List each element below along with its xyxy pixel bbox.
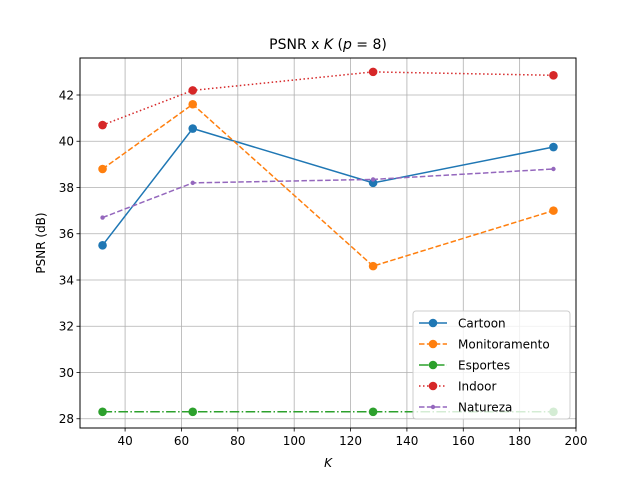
legend-label-indoor: Indoor xyxy=(458,379,496,393)
series-natureza xyxy=(100,166,556,220)
legend-label-esportes: Esportes xyxy=(458,358,510,372)
x-tick-label: 60 xyxy=(174,434,189,448)
data-point-natureza xyxy=(100,215,105,220)
data-point-indoor xyxy=(368,67,378,77)
legend-box xyxy=(412,310,571,420)
legend-marker-natureza xyxy=(430,404,436,410)
x-tick-label: 180 xyxy=(508,434,531,448)
data-point-cartoon xyxy=(549,142,558,152)
ticks: 40 60 80 100 120 140 160 180 200 28 30 32 34 36 38 40 42 xyxy=(59,88,588,448)
x-axis-label: K xyxy=(324,456,333,470)
y-axis-label: PSNR (dB) xyxy=(34,212,48,273)
legend-item-esportes: Esportes xyxy=(419,358,510,372)
legend-label-natureza: Natureza xyxy=(458,400,512,414)
series-layer xyxy=(98,67,558,417)
series-indoor xyxy=(98,67,558,130)
data-point-cartoon xyxy=(368,178,378,188)
data-point-cartoon xyxy=(188,124,198,133)
data-point-cartoon xyxy=(98,241,107,250)
series-line-indoor xyxy=(102,71,554,126)
plot-frame xyxy=(79,57,577,429)
data-point-indoor xyxy=(98,120,107,130)
legend-item-monitoramento: Monitoramento xyxy=(419,337,550,351)
legend: Cartoon Monitoramento Esportes Indoor Nature… xyxy=(412,310,571,420)
legend-marker-monitoramento xyxy=(428,339,438,349)
y-tick-label: 30 xyxy=(59,366,74,380)
x-tick-label: 120 xyxy=(339,434,362,448)
series-monitoramento xyxy=(98,99,558,271)
series-cartoon xyxy=(98,124,558,250)
data-point-indoor xyxy=(188,86,198,95)
legend-item-natureza: Natureza xyxy=(419,400,512,414)
series-line-cartoon xyxy=(101,127,554,246)
data-point-natureza xyxy=(190,180,195,186)
series-line-natureza xyxy=(102,168,554,219)
data-point-natureza xyxy=(370,177,376,182)
data-point-monitoramento xyxy=(98,164,107,174)
y-tick-label: 40 xyxy=(59,135,74,149)
legend-label-cartoon: Cartoon xyxy=(458,316,506,330)
y-tick-label: 34 xyxy=(59,273,74,287)
legend-item-indoor: Indoor xyxy=(419,379,496,393)
x-tick-label: 100 xyxy=(283,434,306,448)
y-tick-label: 42 xyxy=(59,88,74,102)
chart-title: PSNR x K (p = 8) xyxy=(269,37,387,53)
legend-label-monitoramento: Monitoramento xyxy=(458,337,550,351)
data-point-esportes xyxy=(188,407,198,417)
data-point-monitoramento xyxy=(368,261,378,271)
series-line-monitoramento xyxy=(102,103,554,267)
x-tick-label: 200 xyxy=(565,434,588,448)
legend-marker-indoor xyxy=(428,381,438,391)
y-tick-label: 32 xyxy=(59,320,74,334)
x-tick-label: 160 xyxy=(452,434,475,448)
legend-marker-cartoon xyxy=(428,318,438,328)
legend-item-cartoon: Cartoon xyxy=(419,316,506,330)
y-tick-label: 36 xyxy=(59,227,74,241)
data-point-natureza xyxy=(551,166,556,172)
x-tick-label: 140 xyxy=(395,434,418,448)
y-tick-label: 38 xyxy=(59,181,74,195)
data-point-esportes xyxy=(98,407,107,417)
data-point-monitoramento xyxy=(188,99,198,109)
legend-marker-esportes xyxy=(428,360,438,370)
data-point-monitoramento xyxy=(549,206,558,215)
data-point-esportes xyxy=(368,407,378,417)
data-point-indoor xyxy=(549,71,558,80)
x-tick-label: 40 xyxy=(117,434,132,448)
x-tick-label: 80 xyxy=(230,434,245,448)
y-tick-label: 28 xyxy=(59,412,74,426)
